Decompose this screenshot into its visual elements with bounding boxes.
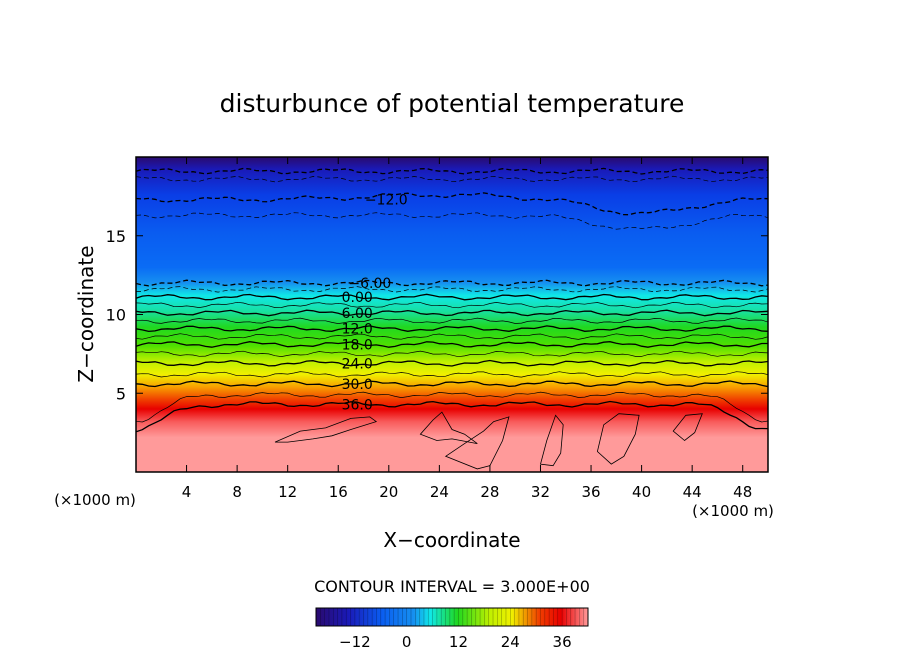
x-tick-label: 36 (581, 483, 600, 501)
contour-line (136, 301, 768, 309)
contour-line (136, 293, 768, 301)
x-unit-right: (×1000 m) (692, 502, 774, 520)
contour-label: 12.0 (342, 322, 373, 338)
contour-line (136, 371, 768, 378)
y-tick-label: 10 (106, 306, 126, 325)
chart-title: disturbunce of potential temperature (220, 89, 685, 118)
contour-label: 36.0 (342, 397, 373, 413)
contour-line (136, 341, 768, 348)
contour-line (136, 175, 768, 183)
plot-area (136, 157, 768, 472)
contour-line (136, 212, 768, 230)
contour-label: 18.0 (342, 337, 373, 353)
contour-line (596, 413, 640, 465)
x-tick-label: 4 (182, 483, 192, 501)
contour-line (419, 411, 478, 444)
x-tick-label: 16 (329, 483, 348, 501)
contour-label: 30.0 (342, 377, 373, 393)
contour-lines (136, 167, 768, 470)
contour-line (136, 309, 768, 317)
contour-line (672, 413, 703, 442)
contour-line (136, 286, 768, 293)
x-tick-label: 32 (531, 483, 550, 501)
colorbar-dividers (315, 608, 589, 626)
contour-label: 0.00 (342, 290, 373, 306)
x-tick-label: 44 (683, 483, 702, 501)
contour-line (136, 400, 768, 433)
contour-line (444, 416, 510, 470)
x-tick-label: 12 (278, 483, 297, 501)
contour-line (136, 391, 768, 423)
colorbar-tick-label: 36 (553, 633, 572, 651)
colorbar-tick-label: −12 (339, 633, 371, 651)
x-unit-left: (×1000 m) (54, 491, 136, 509)
contour-line (136, 317, 768, 324)
x-axis-label: X−coordinate (383, 528, 520, 552)
y-tick-label: 15 (106, 227, 126, 246)
x-tick-labels: 4 8 12 16 20 24 28 32 36 40 44 48 (182, 483, 752, 501)
x-tick-label: 8 (232, 483, 242, 501)
contour-line (136, 350, 768, 358)
contour-interval-label: CONTOUR INTERVAL = 3.000E+00 (314, 577, 590, 596)
contour-label: −12.0 (365, 193, 408, 209)
contour-label: −6.00 (348, 276, 391, 292)
contour-label: 24.0 (342, 356, 373, 372)
contour-line (136, 167, 768, 175)
colorbar-tick-label: 12 (449, 633, 468, 651)
x-tick-label: 40 (632, 483, 651, 501)
contour-line (136, 325, 768, 333)
colorbar-fill (316, 608, 588, 626)
colorbar-tick-label: 24 (501, 633, 520, 651)
contour-line (136, 279, 768, 287)
axis-ticks (136, 157, 768, 472)
contour-line (136, 359, 768, 367)
colorbar-frame (315, 607, 589, 627)
contour-line (539, 414, 564, 467)
y-axis-label: Z−coordinate (74, 245, 98, 382)
y-tick-labels: 5 10 15 (106, 227, 126, 404)
x-tick-label: 28 (480, 483, 499, 501)
contour-line (136, 333, 768, 340)
colorbar-tick-labels: −12 0 12 24 36 (339, 633, 572, 651)
contour-line (136, 192, 768, 216)
contour-line (274, 416, 378, 443)
contour-line (136, 380, 768, 388)
colorbar-tick-label: 0 (402, 633, 412, 651)
x-tick-label: 24 (430, 483, 449, 501)
x-tick-label: 48 (733, 483, 752, 501)
y-tick-label: 5 (116, 384, 126, 403)
x-tick-label: 20 (379, 483, 398, 501)
colorbar: −12 0 12 24 36 (315, 607, 589, 651)
contour-label: 6.00 (342, 306, 373, 322)
